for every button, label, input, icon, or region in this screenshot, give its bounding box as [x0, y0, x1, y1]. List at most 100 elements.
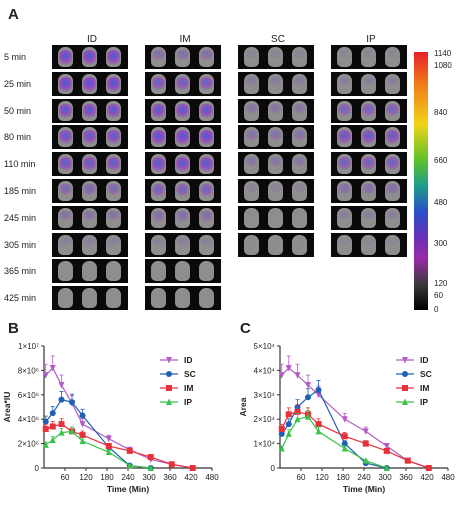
colorbar-tick: 300 [434, 239, 448, 248]
data-point [105, 435, 112, 443]
data-point [49, 423, 56, 430]
mouse-image-ip [331, 98, 407, 123]
data-point [362, 440, 369, 447]
colorbar-tick: 60 [434, 291, 443, 300]
data-point [42, 425, 49, 432]
mouse-image-sc [238, 45, 314, 69]
series-line-im [281, 411, 429, 469]
timepoint-label: 5 min [4, 52, 27, 62]
timepoint-label: 25 min [4, 78, 32, 89]
data-point [58, 396, 65, 403]
data-point [294, 372, 301, 379]
mouse-image-ip [331, 45, 407, 69]
data-point [49, 410, 56, 417]
data-point [166, 357, 172, 364]
data-point [285, 421, 292, 428]
chart-b-area-iu: 0 2×10⁶ 4×10⁶ 6×10⁶ 8×10⁶ 1×10⁷ 60 120 180 240 300… [2, 342, 219, 494]
data-point [166, 371, 172, 377]
data-point [79, 437, 86, 445]
mouse-image-im [145, 259, 221, 284]
mouse-image-sc [238, 179, 314, 203]
mouse-image-id [52, 259, 128, 284]
y-tick-label: 4×10⁴ [254, 366, 276, 375]
y-tick-label: 2×10⁶ [18, 440, 39, 449]
y-tick-label: 1×10⁷ [18, 342, 39, 351]
y-tick-label: 0 [35, 464, 40, 473]
mouse-image-id [52, 286, 128, 311]
x-tick-label: 120 [315, 473, 329, 482]
data-point [79, 412, 86, 419]
mouse-image-sc [238, 71, 314, 96]
data-point [42, 418, 49, 425]
timepoint-label: 50 min [4, 105, 32, 116]
y-tick-label: 6×10⁶ [18, 391, 39, 400]
x-tick-label: 360 [399, 473, 413, 482]
data-point [294, 408, 301, 415]
mouse-image-ip [331, 205, 407, 230]
timepoint-label: 305 min [4, 239, 37, 250]
series-line-sc [281, 389, 387, 469]
data-point [166, 398, 172, 405]
data-point [315, 386, 322, 393]
y-tick-label: 2×10⁴ [254, 415, 276, 424]
legend-label: IM [184, 383, 193, 393]
data-point [278, 372, 285, 379]
mouse-image-id [52, 232, 128, 257]
legend-label: ID [420, 355, 429, 365]
legend-label: IP [184, 397, 192, 407]
data-point [79, 432, 86, 439]
data-point [168, 461, 175, 468]
x-axis-label: Time (Min) [343, 484, 386, 494]
colorbar-tick: 0 [434, 305, 439, 314]
mouse-image-im [145, 45, 221, 69]
data-point [383, 447, 390, 454]
colorbar-tick: 1140 [434, 49, 452, 58]
legend-label: SC [184, 369, 196, 379]
series-line-im [45, 423, 193, 469]
mouse-image-sc [238, 98, 314, 123]
legend-label: IP [420, 397, 428, 407]
y-tick-label: 8×10⁶ [18, 366, 39, 375]
mouse-image-im [145, 125, 221, 150]
data-point [278, 430, 285, 437]
data-point [189, 465, 196, 471]
timepoint-label: 425 min [4, 293, 37, 304]
data-point [315, 421, 322, 428]
x-tick-label: 360 [163, 473, 177, 482]
mouse-image-im [145, 179, 221, 203]
group-label-sc: SC [271, 34, 285, 45]
mouse-image-im [145, 71, 221, 96]
chart-c-area: 0 1×10⁴ 2×10⁴ 3×10⁴ 4×10⁴ 5×10⁴ 60 120 180 240 300… [238, 342, 455, 494]
data-point [58, 429, 65, 436]
x-tick-label: 300 [378, 473, 392, 482]
data-point [285, 430, 292, 437]
data-point [305, 413, 311, 420]
timepoint-label: 185 min [4, 186, 37, 196]
data-point [166, 385, 172, 391]
mouse-image-im [145, 205, 221, 230]
mouse-image-im [145, 98, 221, 123]
data-point [79, 421, 86, 428]
x-tick-label: 480 [441, 473, 455, 482]
data-point [126, 462, 133, 469]
x-tick-label: 480 [205, 473, 219, 482]
data-point [402, 385, 408, 391]
data-point [285, 411, 292, 418]
mouse-image-ip [331, 179, 407, 203]
x-tick-label: 420 [184, 473, 198, 482]
series-line-ip [281, 416, 387, 469]
y-tick-label: 3×10⁴ [254, 391, 276, 400]
mouse-image-im [145, 286, 221, 311]
colorbar-tick: 1080 [434, 61, 452, 70]
data-point [305, 394, 311, 401]
data-point [362, 428, 369, 435]
data-point [402, 357, 408, 364]
data-point [285, 364, 292, 372]
timepoint-label: 80 min [4, 132, 32, 143]
mouse-image-im [145, 232, 221, 257]
colorbar-tick: 660 [434, 156, 448, 165]
group-label-id: ID [87, 34, 97, 45]
data-point [49, 364, 56, 372]
colorbar-tick: 840 [434, 108, 448, 117]
mouse-image-sc [238, 205, 314, 230]
